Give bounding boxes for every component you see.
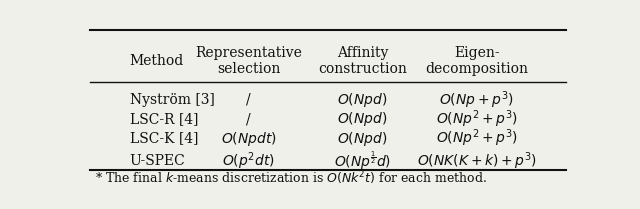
Text: $O(Np^2+p^3)$: $O(Np^2+p^3)$ (436, 108, 518, 130)
Text: Representative
selection: Representative selection (195, 46, 302, 76)
Text: $O(p^2dt)$: $O(p^2dt)$ (222, 150, 275, 172)
Text: LSC-K [4]: LSC-K [4] (129, 131, 198, 145)
Text: Nyström [3]: Nyström [3] (129, 93, 214, 107)
Text: $O(Npd)$: $O(Npd)$ (337, 130, 388, 148)
Text: Affinity
construction: Affinity construction (318, 46, 407, 76)
Text: /: / (246, 112, 251, 126)
Text: $O(Np^{\frac{1}{2}}d)$: $O(Np^{\frac{1}{2}}d)$ (334, 150, 391, 172)
Text: /: / (246, 93, 251, 107)
Text: $O(NK(K+k)+p^3)$: $O(NK(K+k)+p^3)$ (417, 150, 537, 172)
Text: Method: Method (129, 54, 184, 68)
Text: $O(Npdt)$: $O(Npdt)$ (221, 130, 276, 148)
Text: U-SPEC: U-SPEC (129, 154, 186, 168)
Text: Eigen-
decomposition: Eigen- decomposition (426, 46, 528, 76)
Text: $O(Np+p^3)$: $O(Np+p^3)$ (440, 89, 514, 111)
Text: LSC-R [4]: LSC-R [4] (129, 112, 198, 126)
Text: * The final $k$-means discretization is $O(Nk^2t)$ for each method.: * The final $k$-means discretization is … (95, 169, 487, 187)
Text: $O(Np^2+p^3)$: $O(Np^2+p^3)$ (436, 128, 518, 149)
Text: $O(Npd)$: $O(Npd)$ (337, 91, 388, 109)
Text: $O(Npd)$: $O(Npd)$ (337, 110, 388, 128)
